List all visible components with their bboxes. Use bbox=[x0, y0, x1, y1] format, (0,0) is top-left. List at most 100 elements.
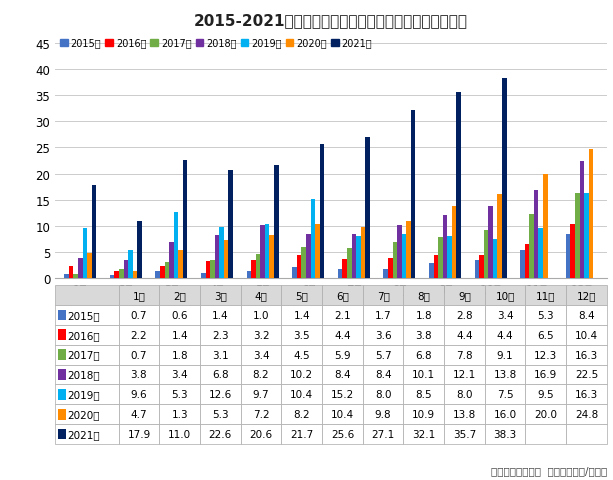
Bar bbox=[137, 221, 142, 278]
Text: 38.3: 38.3 bbox=[493, 429, 517, 439]
Text: 0.7: 0.7 bbox=[131, 350, 147, 360]
Text: 10.4: 10.4 bbox=[290, 389, 313, 399]
Text: 3.4: 3.4 bbox=[172, 370, 188, 380]
Bar bbox=[169, 243, 173, 278]
Bar bbox=[132, 272, 137, 278]
Text: 9.5: 9.5 bbox=[538, 389, 554, 399]
Text: 7.8: 7.8 bbox=[456, 350, 473, 360]
Text: 2019年: 2019年 bbox=[67, 389, 101, 399]
Bar bbox=[447, 237, 452, 278]
Text: 10.9: 10.9 bbox=[412, 409, 435, 420]
Text: 9月: 9月 bbox=[458, 290, 471, 300]
Bar bbox=[384, 269, 388, 278]
Bar bbox=[338, 270, 343, 278]
Bar bbox=[297, 255, 302, 278]
Text: 3.8: 3.8 bbox=[416, 330, 432, 340]
Bar bbox=[224, 241, 229, 278]
Title: 2015-2021年新能源汽车月度销量趋势图（单位：万辆）: 2015-2021年新能源汽车月度销量趋势图（单位：万辆） bbox=[194, 13, 468, 28]
Text: 7.2: 7.2 bbox=[253, 409, 269, 420]
Bar bbox=[201, 273, 205, 278]
Text: 3月: 3月 bbox=[214, 290, 227, 300]
Text: 0.6: 0.6 bbox=[172, 310, 188, 320]
Bar bbox=[538, 229, 543, 278]
Bar bbox=[525, 244, 530, 278]
Bar bbox=[311, 199, 315, 278]
Bar bbox=[319, 145, 324, 278]
Bar bbox=[356, 237, 360, 278]
Text: 5月: 5月 bbox=[295, 290, 308, 300]
Text: 10.4: 10.4 bbox=[331, 409, 354, 420]
Text: 2018年: 2018年 bbox=[67, 370, 101, 380]
Text: 1.8: 1.8 bbox=[172, 350, 188, 360]
Bar bbox=[534, 191, 538, 278]
Text: 6.5: 6.5 bbox=[538, 330, 554, 340]
Text: 1.7: 1.7 bbox=[375, 310, 391, 320]
Bar bbox=[306, 235, 311, 278]
Bar bbox=[315, 224, 319, 278]
Text: 27.1: 27.1 bbox=[371, 429, 395, 439]
Bar bbox=[343, 260, 347, 278]
Bar bbox=[566, 235, 570, 278]
Bar bbox=[392, 243, 397, 278]
Bar bbox=[360, 228, 365, 278]
Text: 16.0: 16.0 bbox=[493, 409, 517, 420]
Bar bbox=[183, 161, 188, 278]
Bar bbox=[397, 226, 402, 278]
Text: 3.1: 3.1 bbox=[212, 350, 229, 360]
Text: 1.3: 1.3 bbox=[172, 409, 188, 420]
Text: 3.8: 3.8 bbox=[131, 370, 147, 380]
Bar bbox=[261, 225, 265, 278]
Text: 17.9: 17.9 bbox=[128, 429, 151, 439]
Bar bbox=[270, 236, 274, 278]
Bar bbox=[351, 235, 356, 278]
Text: 数据来源：中汽协  制表：电池网/数据部: 数据来源：中汽协 制表：电池网/数据部 bbox=[490, 466, 607, 475]
Bar bbox=[543, 174, 547, 278]
Text: 16.9: 16.9 bbox=[534, 370, 557, 380]
Text: 2020年: 2020年 bbox=[67, 409, 100, 420]
Text: 8月: 8月 bbox=[417, 290, 430, 300]
Text: 5.3: 5.3 bbox=[538, 310, 554, 320]
Text: 3.6: 3.6 bbox=[375, 330, 391, 340]
Bar bbox=[452, 206, 457, 278]
Bar bbox=[588, 149, 593, 278]
Bar bbox=[256, 255, 261, 278]
Bar bbox=[173, 213, 178, 278]
Text: 3.4: 3.4 bbox=[497, 310, 514, 320]
Bar bbox=[119, 269, 124, 278]
Text: 9.8: 9.8 bbox=[375, 409, 391, 420]
Text: 7月: 7月 bbox=[376, 290, 389, 300]
Text: 3.2: 3.2 bbox=[253, 330, 269, 340]
Text: 1月: 1月 bbox=[132, 290, 145, 300]
Text: 13.8: 13.8 bbox=[453, 409, 476, 420]
Bar bbox=[489, 206, 493, 278]
Text: 6月: 6月 bbox=[336, 290, 349, 300]
Text: 1.4: 1.4 bbox=[294, 310, 310, 320]
Text: 1.8: 1.8 bbox=[416, 310, 432, 320]
Text: 6.8: 6.8 bbox=[212, 370, 229, 380]
Bar bbox=[160, 266, 165, 278]
Bar bbox=[474, 261, 479, 278]
Bar bbox=[115, 271, 119, 278]
Text: 2.3: 2.3 bbox=[212, 330, 229, 340]
Bar bbox=[365, 137, 370, 278]
Text: 5.3: 5.3 bbox=[212, 409, 229, 420]
Bar bbox=[110, 275, 115, 278]
Text: 10.1: 10.1 bbox=[412, 370, 435, 380]
Bar bbox=[83, 228, 87, 278]
Text: 12月: 12月 bbox=[577, 290, 596, 300]
Text: 15.2: 15.2 bbox=[331, 389, 354, 399]
Bar bbox=[178, 251, 183, 278]
Text: 1.0: 1.0 bbox=[253, 310, 269, 320]
Text: 9.1: 9.1 bbox=[497, 350, 514, 360]
Text: 12.1: 12.1 bbox=[453, 370, 476, 380]
Bar bbox=[429, 264, 433, 278]
Text: 2.2: 2.2 bbox=[131, 330, 147, 340]
Text: 8.2: 8.2 bbox=[294, 409, 310, 420]
Text: 16.3: 16.3 bbox=[575, 389, 598, 399]
Bar bbox=[388, 259, 392, 278]
Bar bbox=[493, 240, 497, 278]
Bar bbox=[128, 251, 132, 278]
Text: 10.4: 10.4 bbox=[575, 330, 598, 340]
Bar bbox=[251, 260, 256, 278]
Text: 4.4: 4.4 bbox=[456, 330, 473, 340]
